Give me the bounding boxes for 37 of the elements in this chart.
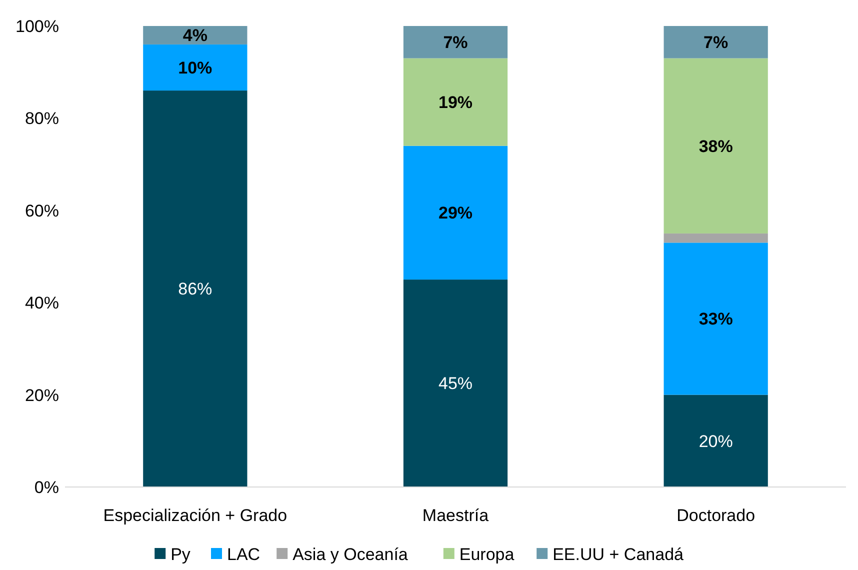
- data-label: 7%: [704, 33, 728, 52]
- x-tick-label: Doctorado: [676, 506, 756, 525]
- data-label: 38%: [698, 136, 733, 156]
- legend-label: LAC: [227, 545, 260, 564]
- bar: [403, 146, 508, 280]
- bar: [143, 90, 248, 487]
- data-label: 33%: [698, 310, 733, 329]
- y-tick-label: 20%: [24, 386, 59, 405]
- bar: [664, 394, 768, 487]
- bar: [403, 280, 508, 487]
- data-label: 45%: [438, 374, 473, 394]
- bar: [664, 26, 768, 58]
- y-tick-label: 0%: [34, 478, 59, 497]
- legend-label: EE.UU + Canadá: [552, 545, 684, 564]
- legend-label: Asia y Oceanía: [292, 545, 408, 564]
- bar: [664, 242, 768, 395]
- data-label: 7%: [443, 33, 468, 52]
- y-tick-label: 100%: [16, 16, 59, 36]
- data-label: 86%: [178, 280, 212, 299]
- data-label: 10%: [178, 58, 212, 78]
- legend-label: Py: [170, 545, 191, 564]
- x-tick-label: Especialización + Grado: [103, 506, 288, 525]
- data-label: 4%: [182, 26, 208, 46]
- bar: [664, 58, 768, 234]
- x-tick-label: Maestría: [422, 506, 490, 525]
- y-tick-label: 80%: [24, 109, 59, 128]
- data-label: 20%: [698, 432, 733, 451]
- bar: [664, 233, 768, 243]
- y-tick-label: 40%: [24, 294, 59, 313]
- bar: [143, 44, 248, 91]
- data-label: 19%: [438, 93, 473, 112]
- y-tick-label: 60%: [24, 201, 59, 220]
- legend-label: Europa: [459, 545, 515, 564]
- bar: [403, 58, 508, 146]
- bar: [403, 26, 508, 58]
- bar: [143, 26, 248, 44]
- data-label: 29%: [438, 204, 473, 223]
